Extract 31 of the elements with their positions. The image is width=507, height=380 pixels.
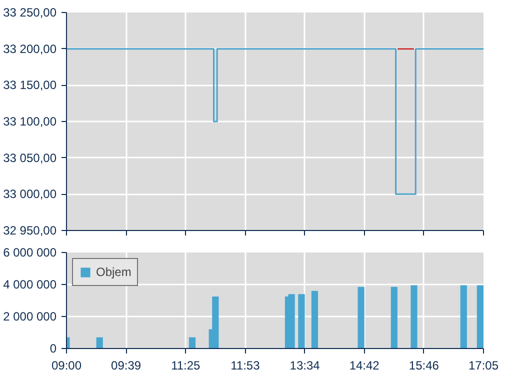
legend-label: Objem xyxy=(96,265,132,279)
y-tick-label: 33 100,00 xyxy=(3,114,57,128)
x-tick-label: 11:25 xyxy=(171,358,201,372)
bar xyxy=(188,337,196,348)
y-tick-label: 33 200,00 xyxy=(3,42,57,56)
y-tick-label: 33 250,00 xyxy=(3,6,57,20)
x-tick-label: 15:46 xyxy=(408,358,440,372)
bar xyxy=(96,337,103,348)
y-tick-label: 4 000 000 xyxy=(3,278,57,292)
y-tick-label: 33 050,00 xyxy=(3,150,57,165)
y-tick-label: 0 xyxy=(50,342,57,356)
bar xyxy=(311,290,318,348)
bar xyxy=(358,286,364,348)
x-tick-label: 11:53 xyxy=(230,358,260,372)
bar xyxy=(390,286,398,348)
bar xyxy=(288,294,295,348)
bar xyxy=(476,285,484,348)
x-tick-label: 13:34 xyxy=(290,358,320,372)
x-tick-label: 17:05 xyxy=(468,358,499,372)
y-tick-label: 32 950,00 xyxy=(3,224,57,238)
y-tick-label: 2 000 000 xyxy=(3,310,57,324)
y-tick-label: 33 150,00 xyxy=(3,78,57,92)
x-tick-label: 09:39 xyxy=(111,358,142,372)
bar xyxy=(298,294,305,348)
y-tick-label: 33 000,00 xyxy=(3,187,57,202)
y-tick-label: 6 000 000 xyxy=(3,246,57,260)
bar xyxy=(212,296,219,348)
bar xyxy=(460,285,467,348)
x-tick-label: 09:00 xyxy=(51,358,82,372)
bar xyxy=(410,285,418,348)
x-tick-label: 14:42 xyxy=(349,358,380,372)
